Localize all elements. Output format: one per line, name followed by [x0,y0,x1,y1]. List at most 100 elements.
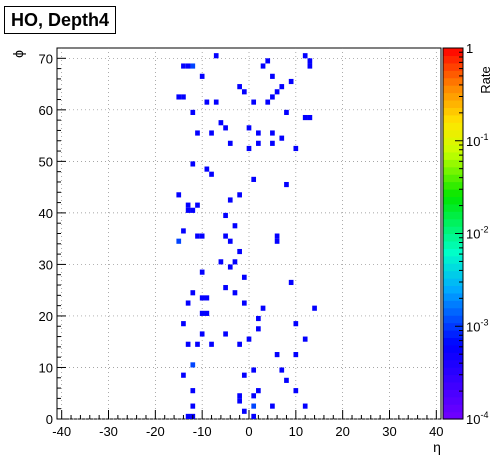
palette-band [443,226,463,234]
heatmap-cell [200,331,205,336]
heatmap-cell [228,264,233,269]
heatmap-cell [181,373,186,378]
palette-band [443,389,463,397]
palette-band [443,189,463,197]
heatmap-cell [233,223,238,228]
palette-band [443,397,463,405]
palette-band [443,182,463,190]
palette-band [443,130,463,138]
heatmap-cell [233,259,238,264]
heatmap-cell [237,342,242,347]
heatmap-cell [293,388,298,393]
palette-band [443,256,463,264]
heatmap-cell [186,208,191,213]
heatmap-cell [181,94,186,99]
heatmap-cell [256,326,261,331]
heatmap-cell [190,362,195,367]
palette-band [443,293,463,301]
palette-band [443,374,463,382]
palette-band [443,144,463,152]
palette-band [443,308,463,316]
heatmap-cell [308,58,313,63]
palette-band [443,85,463,93]
x-tick-label: 10 [289,424,303,439]
palette-band [443,122,463,130]
heatmap-cell [195,234,200,239]
y-tick-label: 70 [39,51,53,66]
heatmap-cell [275,89,280,94]
palette-band [443,100,463,108]
x-tick-label: 30 [382,424,396,439]
palette-band [443,382,463,390]
heatmap-cell [293,321,298,326]
heatmap-cell [293,146,298,151]
heatmap-cell [214,53,219,58]
z-tick-label: 10-2 [466,225,488,242]
heatmap-cell [270,130,275,135]
heatmap-cell [233,290,238,295]
heatmap-cell [279,84,284,89]
y-tick-label: 0 [46,412,53,427]
x-tick-label: -40 [52,424,71,439]
heatmap-cell [195,342,200,347]
heatmap-cell [308,63,313,68]
heatmap-cell [289,280,294,285]
heatmap-cell [303,404,308,409]
palette-band [443,159,463,167]
heatmap-cell [279,367,284,372]
heatmap-cell [284,182,289,187]
heatmap-cell [186,203,191,208]
y-tick-label: 60 [39,103,53,118]
palette-band [443,412,463,420]
heatmap-cell [308,115,313,120]
palette-band [443,300,463,308]
heatmap-cell [256,141,261,146]
x-tick-label: -30 [99,424,118,439]
heatmap-cell [176,192,181,197]
heatmap-cell [261,63,266,68]
heatmap-cell [242,89,247,94]
heatmap-cell [186,300,191,305]
heatmap-cell [186,342,191,347]
heatmap-cell [293,352,298,357]
heatmap-cell [190,110,195,115]
palette-band [443,337,463,345]
heatmap-cell [223,213,228,218]
z-tick-label: 1 [466,41,473,56]
palette-band [443,315,463,323]
heatmap-cell [270,404,275,409]
palette-band [443,367,463,375]
heatmap-cell [279,136,284,141]
heatmap-cell [284,378,289,383]
heatmap-cell [251,393,256,398]
heatmap-cell [275,234,280,239]
plot-frame [57,48,441,419]
color-scale-label: Rate [478,66,493,93]
heatmap-cell [219,259,224,264]
palette-band [443,107,463,115]
heatmap-cell [209,342,214,347]
heatmap-cell [205,311,210,316]
heatmap-cell [200,311,205,316]
palette-band [443,204,463,212]
heatmap-cell [237,249,242,254]
y-tick-label: 50 [39,154,53,169]
palette-band [443,70,463,78]
palette-band [443,352,463,360]
palette-band [443,285,463,293]
heatmap-cell [200,234,205,239]
heatmap-cell [186,63,191,68]
heatmap-cell [195,130,200,135]
y-tick-label: 10 [39,360,53,375]
heatmap-cell [214,100,219,105]
y-tick-label: 40 [39,206,53,221]
heatmap-cell [242,409,247,414]
y-axis-label: ϕ [10,50,26,58]
heatmap-cell [190,63,195,68]
heatmap-cell [223,331,228,336]
heatmap-cell [176,239,181,244]
heatmap-cell [256,316,261,321]
heatmap-cell [270,141,275,146]
heatmap-cell [237,393,242,398]
